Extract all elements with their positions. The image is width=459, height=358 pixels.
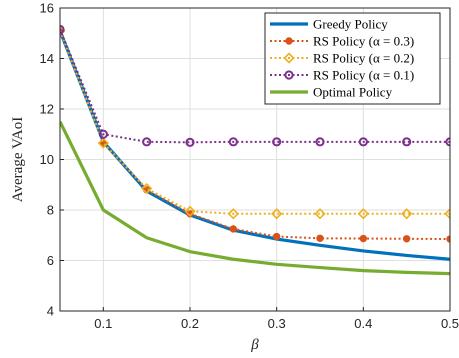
data-point xyxy=(402,137,412,147)
y-tick-label: 14 xyxy=(40,51,54,66)
tick-layer: 0.1 0.2 0.3 0.4 0.5 4 6 8 10 12 14 16 xyxy=(40,1,459,332)
y-tick-label: 12 xyxy=(40,102,54,117)
series-line xyxy=(60,29,450,144)
x-tick-label: 0.2 xyxy=(181,316,199,331)
legend-label: RS Policy (α = 0.2) xyxy=(313,51,414,66)
data-point xyxy=(272,137,282,147)
y-axis-label: Average VAoI xyxy=(10,117,26,202)
legend-item: RS Policy (α = 0.1) xyxy=(270,68,414,83)
y-tick-label: 6 xyxy=(47,253,54,268)
series-line xyxy=(60,30,450,215)
legend-label: RS Policy (α = 0.3) xyxy=(313,34,414,49)
legend-item: RS Policy (α = 0.3) xyxy=(270,34,414,49)
legend-item: RS Policy (α = 0.2) xyxy=(270,51,414,66)
x-tick-label: 0.1 xyxy=(94,316,112,331)
data-point xyxy=(358,137,368,147)
legend-label: RS Policy (α = 0.1) xyxy=(313,68,414,83)
data-point xyxy=(444,208,450,220)
data-point xyxy=(228,137,238,147)
series-5 xyxy=(60,120,450,276)
legend-marker xyxy=(285,37,293,45)
x-axis-label: β xyxy=(250,337,259,353)
data-point xyxy=(227,208,239,220)
data-point xyxy=(141,182,153,195)
series-line xyxy=(60,30,450,261)
y-tick-label: 16 xyxy=(40,1,54,16)
data-point xyxy=(97,137,109,149)
legend-item: Optimal Policy xyxy=(270,85,393,100)
data-point xyxy=(142,137,152,147)
data-point xyxy=(185,137,195,147)
data-point xyxy=(184,205,196,217)
data-point xyxy=(359,234,368,243)
series-2 xyxy=(60,27,450,243)
data-point xyxy=(98,129,108,139)
data-point xyxy=(357,208,369,220)
x-tick-label: 0.3 xyxy=(268,316,286,331)
data-point xyxy=(314,208,326,220)
data-point xyxy=(271,208,283,220)
x-tick-label: 0.5 xyxy=(441,316,459,331)
legend-label: Greedy Policy xyxy=(313,17,388,32)
legend-marker xyxy=(284,70,294,80)
data-point xyxy=(315,137,325,147)
series-line xyxy=(60,30,450,241)
legend-label: Optimal Policy xyxy=(313,85,393,100)
series-line xyxy=(60,120,450,276)
legend: Greedy Policy RS Policy (α = 0.3) RS Polic… xyxy=(264,12,441,105)
data-point xyxy=(272,232,281,241)
y-tick-label: 4 xyxy=(47,304,54,319)
legend-marker xyxy=(283,52,295,64)
data-point xyxy=(229,225,238,233)
series-1 xyxy=(60,30,450,261)
data-point xyxy=(186,210,194,218)
data-point xyxy=(316,234,324,242)
data-point xyxy=(401,208,413,220)
series-layer xyxy=(60,24,450,276)
y-tick-label: 10 xyxy=(40,152,54,167)
x-tick-label: 0.4 xyxy=(354,316,372,331)
legend-item: Greedy Policy xyxy=(270,17,388,32)
data-point xyxy=(402,235,411,243)
y-tick-label: 8 xyxy=(47,203,54,218)
